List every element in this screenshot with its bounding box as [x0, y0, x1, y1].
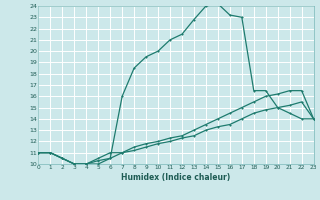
X-axis label: Humidex (Indice chaleur): Humidex (Indice chaleur)	[121, 173, 231, 182]
